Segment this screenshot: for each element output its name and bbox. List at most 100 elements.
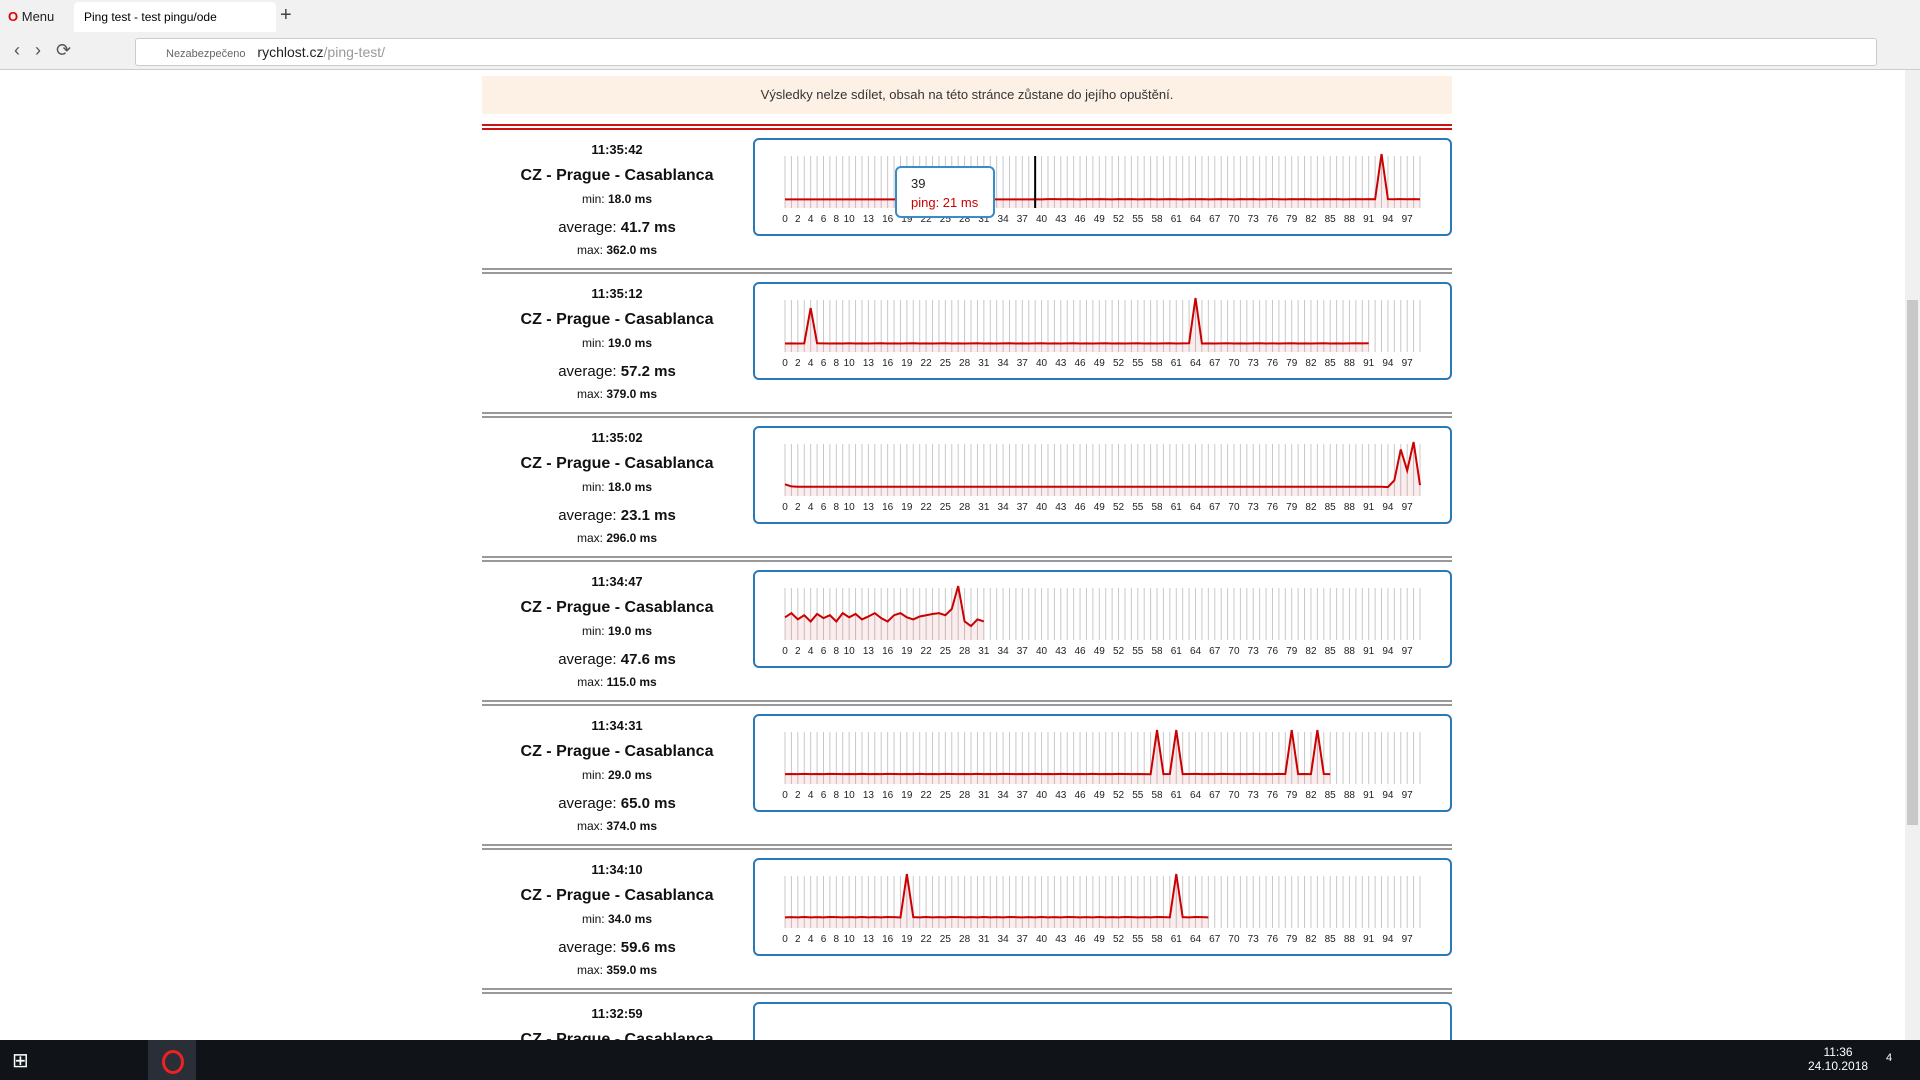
x-tick-label: 88 xyxy=(1344,214,1356,225)
location-value: CZ - Prague - Casablanca xyxy=(520,455,714,472)
result: 11:35:12 CZ - Prague - Casablanca min: 19.… xyxy=(482,268,1452,412)
chart-box: 0 2 4 6 8 10 13 16 19 22 25 28 31 34 37 40 43 46 49 52 55 58 6… xyxy=(753,282,1452,380)
x-tick-label: 37 xyxy=(1017,358,1029,369)
x-tick-label: 37 xyxy=(1017,934,1029,945)
chart-box: 0 2 4 6 8 10 13 16 19 22 25 28 31 34 37 40 43 46 49 52 55 58 6… xyxy=(753,858,1452,956)
x-tick-label: 91 xyxy=(1363,358,1375,369)
x-tick-label: 46 xyxy=(1074,214,1086,225)
x-tick-label: 73 xyxy=(1248,502,1260,513)
x-tick-label: 76 xyxy=(1267,646,1279,657)
x-tick-label: 55 xyxy=(1132,214,1144,225)
x-tick-label: 40 xyxy=(1036,358,1048,369)
ping-area xyxy=(785,298,1369,352)
x-tick-label: 34 xyxy=(998,502,1010,513)
max-label: max: xyxy=(577,675,604,689)
location-line: CZ - Prague - Casablanca xyxy=(482,743,752,761)
separator xyxy=(482,412,1452,418)
location-value: CZ - Prague - Casablanca xyxy=(520,599,714,616)
x-tick-label: 28 xyxy=(959,358,971,369)
x-tick-label: 85 xyxy=(1325,358,1337,369)
time-line: 11:35:12 xyxy=(482,286,752,301)
min-value: 18.0 ms xyxy=(607,480,653,494)
nav-buttons[interactable]: ‹ › ⟳ xyxy=(14,40,72,60)
x-tick-label: 31 xyxy=(978,214,990,225)
x-tick-label: 28 xyxy=(959,646,971,657)
x-tick-label: 94 xyxy=(1382,502,1394,513)
location-value: CZ - Prague - Casablanca xyxy=(520,311,714,328)
average-line: average: 65.0 ms xyxy=(482,795,752,812)
x-tick-label: 82 xyxy=(1305,358,1317,369)
clock[interactable]: 11:36 24.10.2018 xyxy=(1808,1045,1868,1073)
x-tick-label: 19 xyxy=(901,358,913,369)
x-tick-label: 97 xyxy=(1402,934,1414,945)
opera-icon[interactable] xyxy=(148,1040,196,1080)
x-tick-label: 85 xyxy=(1325,934,1337,945)
x-tick-label: 79 xyxy=(1286,934,1298,945)
location-line: CZ - Prague - Casablanca xyxy=(482,599,752,617)
separator xyxy=(482,124,1452,130)
notification-count[interactable]: 4 xyxy=(1886,1052,1893,1064)
x-tick-label: 31 xyxy=(978,502,990,513)
x-tick-label: 46 xyxy=(1074,646,1086,657)
result: 11:35:42 CZ - Prague - Casablanca min: 18.… xyxy=(482,124,1452,268)
x-tick-label: 46 xyxy=(1074,502,1086,513)
x-tick-label: 70 xyxy=(1228,646,1240,657)
average-label: average: xyxy=(558,507,617,524)
x-tick-label: 82 xyxy=(1305,646,1317,657)
ping-area xyxy=(785,586,984,640)
location-value: CZ - Prague - Casablanca xyxy=(520,1031,714,1040)
x-tick-label: 52 xyxy=(1113,646,1125,657)
chart-box xyxy=(753,1002,1452,1040)
x-tick-label: 43 xyxy=(1055,358,1067,369)
x-tick-label: 0 xyxy=(782,214,788,225)
address-bar[interactable]: Nezabezpečeno rychlost.cz/ping-test/ xyxy=(135,38,1877,66)
average-value: 23.1 ms xyxy=(620,507,676,524)
x-tick-label: 58 xyxy=(1151,502,1163,513)
min-value: 18.0 ms xyxy=(607,192,653,206)
ping-line xyxy=(784,729,1331,776)
x-tick-label: 91 xyxy=(1363,502,1375,513)
menu-button[interactable]: O Menu xyxy=(8,9,55,24)
x-tick-label: 58 xyxy=(1151,934,1163,945)
x-tick-label: 22 xyxy=(921,502,933,513)
x-tick-label: 97 xyxy=(1402,502,1414,513)
x-tick-label: 52 xyxy=(1113,502,1125,513)
x-tick-label: 73 xyxy=(1248,214,1260,225)
x-tick-label: 19 xyxy=(901,646,913,657)
max-label: max: xyxy=(576,387,603,401)
result: 11:35:02 CZ - Prague - Casablanca min: 18.… xyxy=(482,412,1452,556)
x-tick-label: 58 xyxy=(1151,358,1163,369)
x-tick-label: 2 xyxy=(795,214,801,225)
x-tick-label: 4 xyxy=(808,790,814,801)
x-tick-label: 13 xyxy=(863,358,875,369)
x-tick-label: 70 xyxy=(1228,790,1240,801)
x-tick-label: 67 xyxy=(1209,214,1221,225)
x-tick-label: 52 xyxy=(1113,214,1125,225)
x-tick-label: 55 xyxy=(1132,646,1144,657)
x-tick-label: 6 xyxy=(821,646,827,657)
x-tick-label: 79 xyxy=(1286,502,1298,513)
x-tick-label: 22 xyxy=(921,358,933,369)
x-tick-label: 58 xyxy=(1151,790,1163,801)
average-value: 59.6 ms xyxy=(620,939,676,956)
page-content: Výsledky nelze sdílet, obsah na této str… xyxy=(0,70,1920,1040)
scrollbar[interactable] xyxy=(1905,70,1920,1040)
x-tick-label: 2 xyxy=(795,502,801,513)
new-tab[interactable]: + xyxy=(280,4,292,26)
max-value: 359.0 ms xyxy=(606,963,658,977)
start-button[interactable]: ⊞ xyxy=(12,1050,29,1072)
separator xyxy=(482,268,1452,274)
chart: 0 2 4 6 8 10 13 16 19 22 25 28 31 34 37 40 43 46 49 52 55 58 6… xyxy=(782,873,1421,945)
security-label: Nezabezpečeno xyxy=(166,48,246,60)
x-tick-label: 28 xyxy=(959,790,971,801)
x-tick-label: 25 xyxy=(940,214,952,225)
x-tick-label: 13 xyxy=(863,214,875,225)
x-tick-label: 55 xyxy=(1132,358,1144,369)
x-tick-label: 34 xyxy=(998,934,1010,945)
x-tick-label: 58 xyxy=(1151,214,1163,225)
tooltip: 39 ping: 21 ms xyxy=(895,166,995,218)
x-tick-label: 40 xyxy=(1036,502,1048,513)
tab[interactable]: Ping test - test pingu/ode xyxy=(74,2,276,32)
max-line: max: 359.0 ms xyxy=(482,963,752,977)
separator xyxy=(482,700,1452,706)
